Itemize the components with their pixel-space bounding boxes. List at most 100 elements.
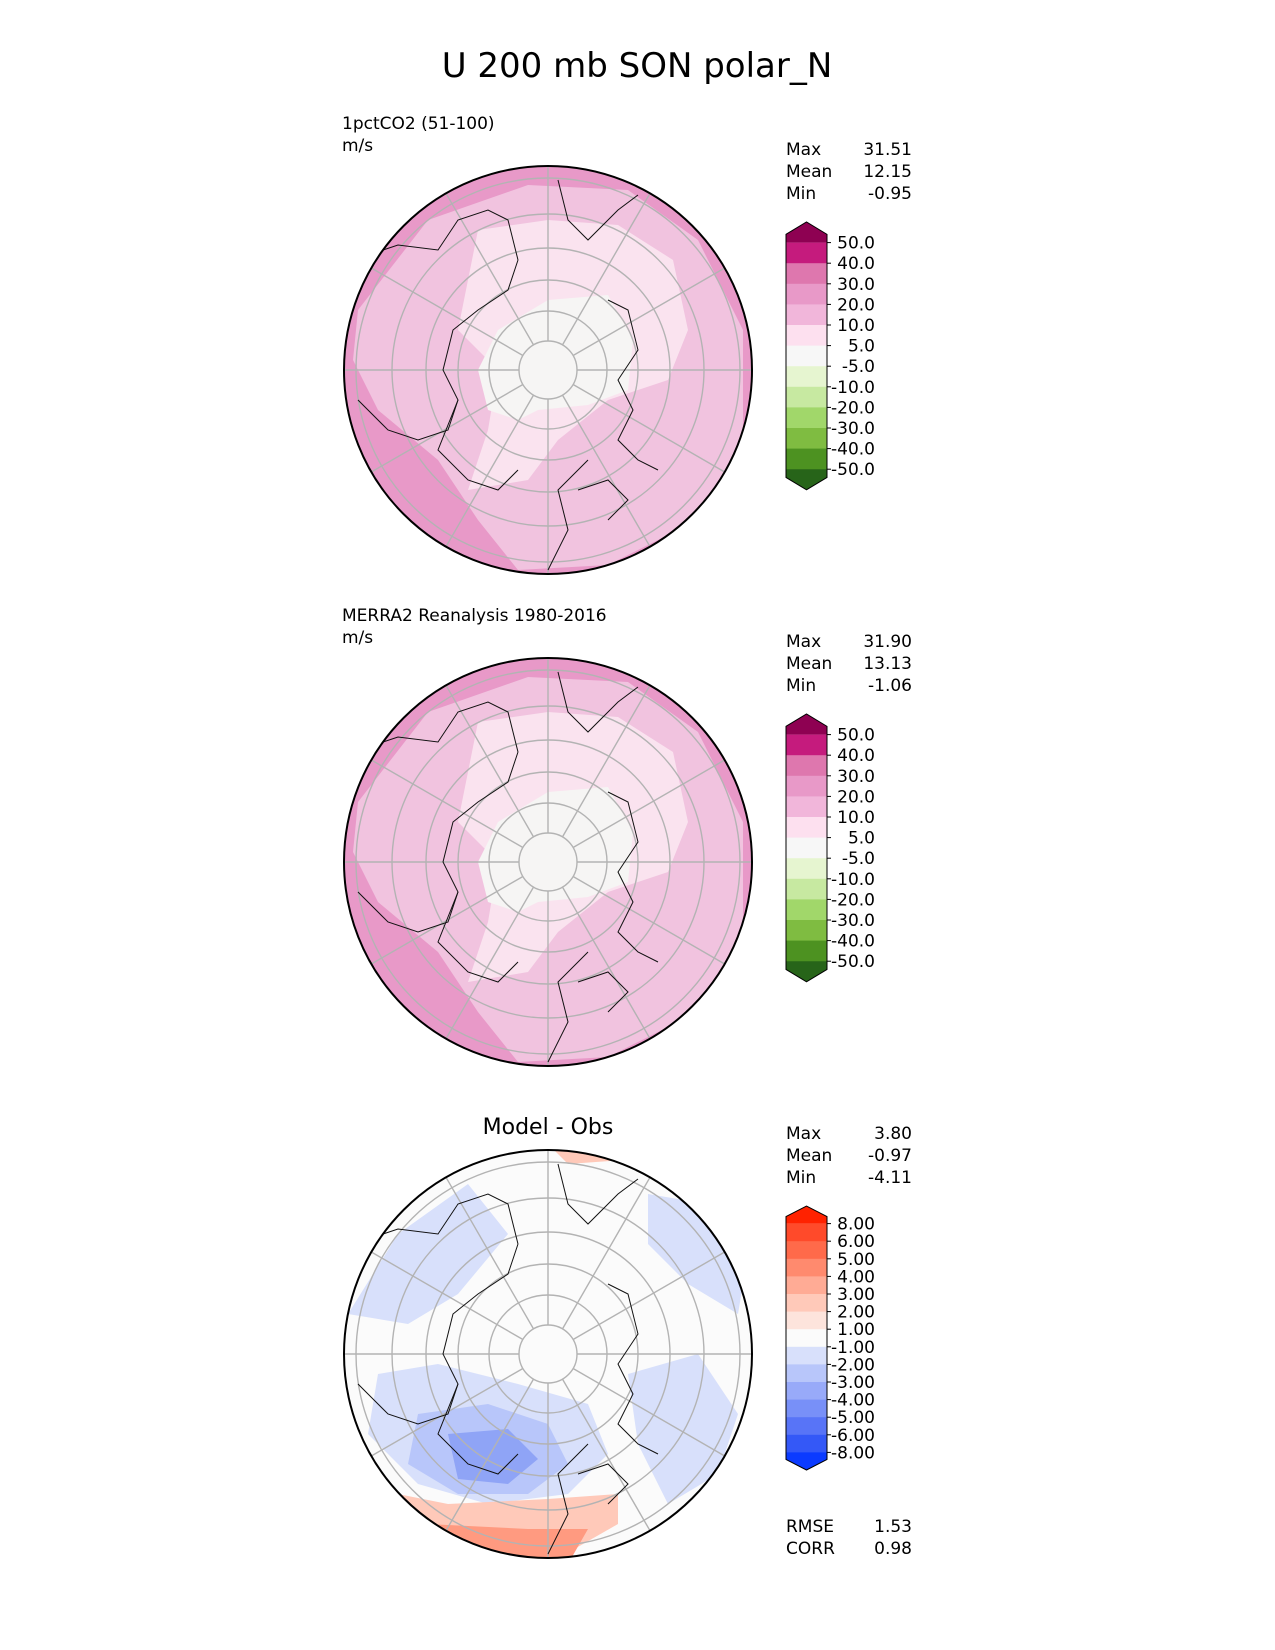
panel-diff-map <box>343 1149 753 1559</box>
colorbar-tick-label: 4.00 <box>837 1267 875 1287</box>
colorbar-extend-min <box>786 469 827 490</box>
panel-obs-stats: Max 31.90 Mean 13.13 Min -1.06 <box>786 632 912 696</box>
stat-value-max: 31.51 <box>863 140 912 160</box>
panel-diff-title: Model - Obs <box>483 1115 614 1140</box>
colorbar-extend-max <box>786 1206 827 1224</box>
colorbar-bin <box>786 920 827 942</box>
colorbar-tick-label: 5.0 <box>848 337 875 357</box>
stat-label-min: Min <box>786 1168 816 1188</box>
colorbar-tick-label: -10.0 <box>831 378 875 398</box>
colorbar-tick-label: 50.0 <box>837 234 875 254</box>
graticule <box>344 166 752 574</box>
stat-label-corr: CORR <box>786 1539 835 1559</box>
colorbar-tick-label: 3.00 <box>837 1285 875 1305</box>
colorbar-tick-label: -5.0 <box>842 357 875 377</box>
colorbar-bin <box>786 817 827 839</box>
colorbar-tick-label: 20.0 <box>837 787 875 807</box>
colorbar-outline <box>785 221 828 491</box>
stat-value-corr: 0.98 <box>874 1539 912 1559</box>
colorbar-bin <box>786 1223 827 1242</box>
colorbar-bin <box>786 1382 827 1401</box>
panel-obs-colorbar: 50.040.030.020.010.05.0-5.0-10.0-20.0-30… <box>785 713 875 983</box>
colorbar-bin <box>786 1311 827 1330</box>
panel-model-stats: Max 31.51 Mean 12.15 Min -0.95 <box>786 140 912 204</box>
colorbar-extend-max <box>786 222 827 243</box>
stat-value-mean: 12.15 <box>863 162 912 182</box>
colorbar-bin <box>786 304 827 326</box>
colorbar-bin <box>786 878 827 900</box>
colorbar-tick-label: 5.00 <box>837 1250 875 1270</box>
colorbar-bin <box>786 858 827 880</box>
stat-label-max: Max <box>786 632 821 652</box>
stat-value-max: 3.80 <box>874 1124 912 1144</box>
colorbar-bin <box>786 1294 827 1313</box>
colorbar-tick-label: -5.00 <box>831 1408 875 1428</box>
colorbar-bin <box>786 940 827 962</box>
colorbar-extend-min <box>786 961 827 982</box>
colorbar-extend-min <box>786 1452 827 1470</box>
graticule <box>344 1150 752 1558</box>
panel-diff-stats: Max 3.80 Mean -0.97 Min -4.11 <box>786 1124 912 1188</box>
colorbar-tick-label: 6.00 <box>837 1232 875 1252</box>
panel-obs-title: MERRA2 Reanalysis 1980-2016 <box>342 606 607 626</box>
colorbar-outline <box>785 1205 828 1471</box>
colorbar-bin <box>786 345 827 367</box>
field-contours <box>344 1150 752 1558</box>
colorbar-bin <box>786 366 827 388</box>
colorbar-tick-label: -30.0 <box>831 911 875 931</box>
colorbar-tick-label: -50.0 <box>831 952 875 972</box>
colorbar-tick-label: 1.00 <box>837 1320 875 1340</box>
colorbar-tick-label: 30.0 <box>837 767 875 787</box>
stat-label-min: Min <box>786 184 816 204</box>
colorbar-bin <box>786 796 827 818</box>
stat-label-max: Max <box>786 1124 821 1144</box>
colorbar-tick-label: -20.0 <box>831 890 875 910</box>
panel-model-colorbar: 50.040.030.020.010.05.0-5.0-10.0-20.0-30… <box>785 221 875 491</box>
panel-model-map <box>343 165 753 575</box>
colorbar-tick-label: -50.0 <box>831 460 875 480</box>
colorbar-tick-label: 20.0 <box>837 295 875 315</box>
colorbar-tick-label: -2.00 <box>831 1355 875 1375</box>
colorbar-tick-label: 2.00 <box>837 1303 875 1323</box>
colorbar-tick-label: 40.0 <box>837 254 875 274</box>
graticule <box>344 658 752 1066</box>
colorbar-bin <box>786 242 827 264</box>
stat-label-mean: Mean <box>786 654 832 674</box>
colorbar-bin <box>786 407 827 429</box>
colorbar-bin <box>786 775 827 797</box>
stat-label-mean: Mean <box>786 1146 832 1166</box>
stat-value-min: -4.11 <box>868 1168 912 1188</box>
figure-title: U 200 mb SON polar_N <box>442 46 833 86</box>
panel-obs: MERRA2 Reanalysis 1980-2016 m/s Max 31.90… <box>342 606 912 1067</box>
colorbar-tick-label: -8.00 <box>831 1443 875 1463</box>
colorbar-bin <box>786 837 827 859</box>
panel-diff-error-stats: RMSE 1.53 CORR 0.98 <box>786 1517 912 1559</box>
colorbar-bin <box>786 1364 827 1383</box>
colorbar-bin <box>786 1399 827 1418</box>
colorbar-bin <box>786 1276 827 1295</box>
colorbar-bin <box>786 1241 827 1260</box>
colorbar-tick-label: -30.0 <box>831 419 875 439</box>
panel-obs-map <box>343 657 753 1067</box>
panel-obs-units: m/s <box>342 628 373 648</box>
colorbar-tick-label: 40.0 <box>837 746 875 766</box>
colorbar-tick-label: -40.0 <box>831 440 875 460</box>
colorbar-tick-label: -6.00 <box>831 1426 875 1446</box>
colorbar-bin <box>786 263 827 285</box>
panel-diff-colorbar: 8.006.005.004.003.002.001.00-1.00-2.00-3… <box>785 1205 875 1471</box>
map-boundary <box>343 657 753 1067</box>
coastlines <box>352 179 659 571</box>
colorbar-bin <box>786 899 827 921</box>
stat-value-mean: -0.97 <box>868 1146 912 1166</box>
stat-value-min: -1.06 <box>868 676 912 696</box>
colorbar-tick-label: -20.0 <box>831 398 875 418</box>
map-boundary <box>343 1149 753 1559</box>
stat-value-min: -0.95 <box>868 184 912 204</box>
colorbar-tick-label: 30.0 <box>837 275 875 295</box>
colorbar-bin <box>786 1329 827 1348</box>
colorbar-tick-label: 10.0 <box>837 316 875 336</box>
colorbar-bin <box>786 1417 827 1436</box>
colorbar-tick-label: -4.00 <box>831 1391 875 1411</box>
colorbar-bin <box>786 1258 827 1277</box>
colorbar-extend-max <box>786 714 827 735</box>
